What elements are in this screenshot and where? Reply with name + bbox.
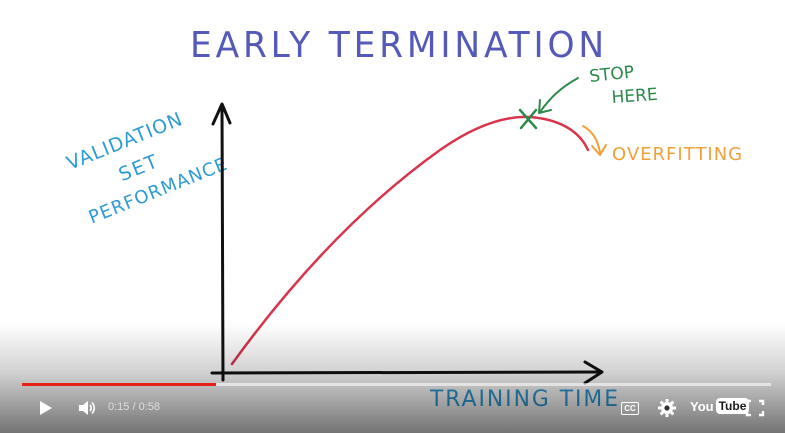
- duration: 0:58: [138, 401, 161, 413]
- y-axis-arrowhead: [211, 102, 232, 126]
- progress-played: [22, 383, 216, 386]
- fullscreen-icon: [745, 399, 765, 417]
- fullscreen-button[interactable]: [742, 395, 768, 421]
- stop-x-marker: [518, 108, 538, 130]
- play-icon: [40, 401, 52, 415]
- current-time: 0:15: [108, 401, 130, 413]
- captions-button[interactable]: CC: [617, 395, 643, 421]
- stop-arrow: [539, 77, 579, 113]
- progress-bar[interactable]: [22, 383, 771, 386]
- time-separator: /: [132, 401, 136, 413]
- overfitting-arrow: [582, 125, 601, 153]
- x-axis-line: [210, 370, 602, 375]
- overfitting-label: OVERFITTING: [612, 144, 743, 165]
- settings-button[interactable]: [654, 395, 680, 421]
- y-axis-label: VALIDATION SET PERFORMANCE: [64, 108, 231, 228]
- gear-icon: [658, 399, 676, 417]
- play-button[interactable]: [30, 395, 60, 421]
- youtube-logo-tube: Tube: [715, 398, 750, 414]
- youtube-logo[interactable]: You Tube: [690, 398, 750, 414]
- volume-button[interactable]: [72, 395, 102, 421]
- stop-arrow-head: [538, 99, 552, 114]
- y-axis-line: [220, 106, 225, 382]
- stop-label-line-1: STOP: [588, 62, 635, 87]
- video-title-text: EARLY TERMINATION: [190, 25, 608, 66]
- volume-icon: [79, 401, 96, 415]
- validation-curve: [230, 115, 590, 366]
- youtube-logo-you: You: [690, 398, 714, 414]
- progress-buffered: [22, 383, 771, 386]
- stop-label-line-2: HERE: [611, 85, 658, 108]
- time-display: 0:15 / 0:58: [108, 401, 160, 413]
- captions-icon: CC: [621, 401, 639, 415]
- player-controls: 0:15 / 0:58 CC: [0, 383, 785, 433]
- overfitting-arrow-head: [591, 144, 607, 156]
